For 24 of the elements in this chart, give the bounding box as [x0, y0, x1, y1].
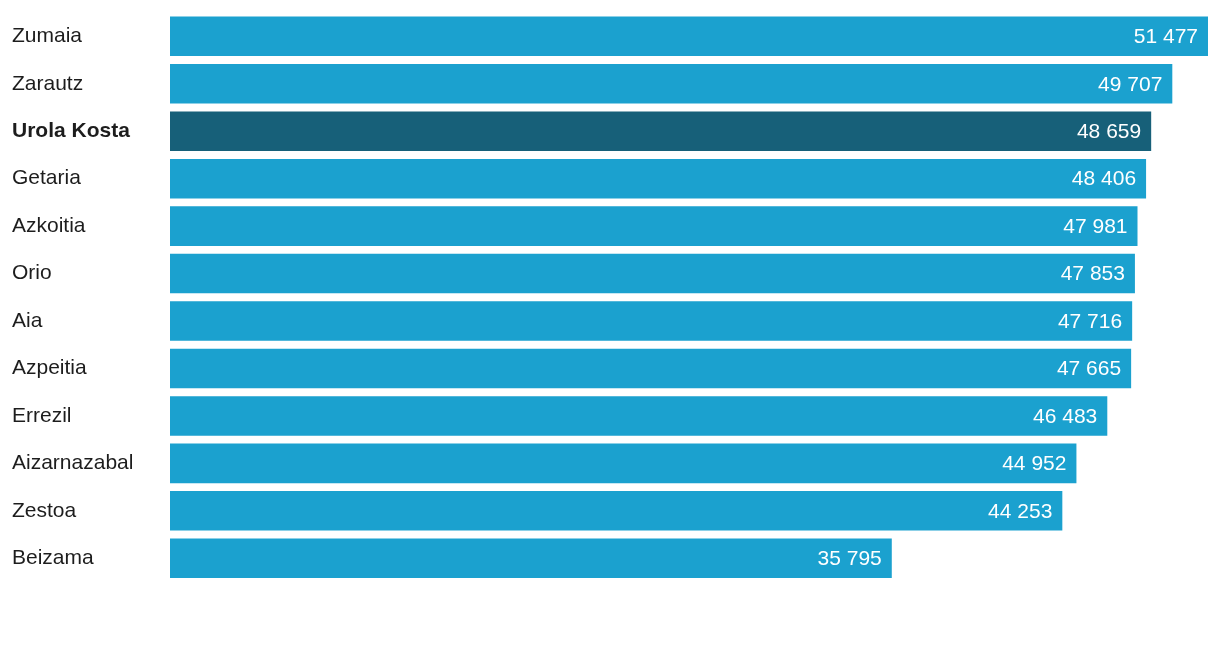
- data-label: 49 707: [1098, 71, 1163, 95]
- data-label: 47 853: [1060, 261, 1125, 285]
- y-tick-label: Errezil: [12, 402, 72, 426]
- y-tick-label: Azkoitia: [12, 212, 86, 236]
- data-label: 47 981: [1063, 213, 1128, 237]
- y-tick-label: Getaria: [12, 165, 82, 189]
- data-label: 44 952: [1002, 451, 1067, 475]
- y-tick-label: Urola Kosta: [12, 118, 131, 142]
- y-tick-label: Zumaia: [12, 23, 83, 47]
- data-label: 48 659: [1076, 119, 1142, 143]
- data-label: 47 716: [1057, 308, 1123, 332]
- data-label: 47 665: [1056, 356, 1122, 380]
- data-label: 35 795: [817, 546, 882, 570]
- y-tick-label: Beizama: [12, 545, 95, 569]
- data-label: 46 483: [1033, 403, 1098, 427]
- y-tick-label: Aia: [12, 307, 43, 331]
- data-label: 44 253: [988, 498, 1053, 522]
- y-tick-label: Aizarnazabal: [12, 450, 134, 474]
- y-tick-label: Orio: [12, 260, 52, 284]
- y-tick-label: Zarautz: [12, 70, 84, 94]
- data-label: 48 406: [1071, 166, 1137, 190]
- y-tick-label: Azpeitia: [12, 355, 88, 379]
- data-label: 51 477: [1133, 24, 1198, 48]
- y-tick-label: Zestoa: [12, 497, 77, 521]
